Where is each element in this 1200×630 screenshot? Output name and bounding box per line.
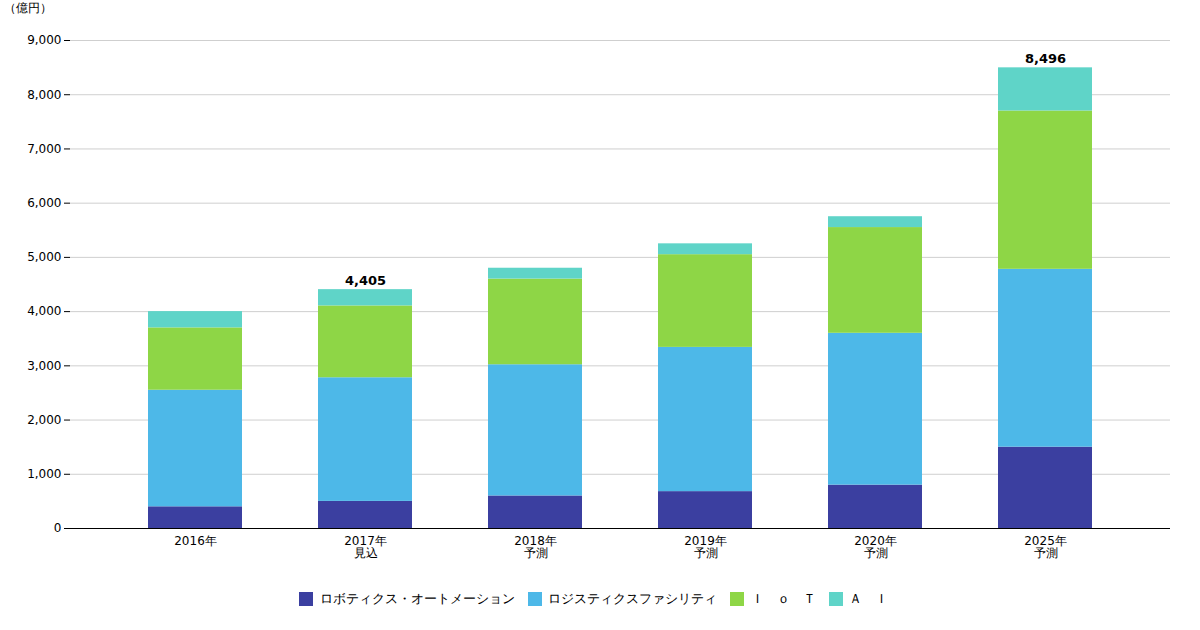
svg-text:4,000: 4,000 bbox=[27, 304, 61, 318]
svg-text:1,000: 1,000 bbox=[27, 467, 61, 481]
svg-text:5,000: 5,000 bbox=[27, 250, 61, 264]
svg-text:9,000: 9,000 bbox=[27, 33, 61, 47]
svg-text:3,000: 3,000 bbox=[27, 359, 61, 373]
svg-text:2019年予測: 2019年予測 bbox=[684, 534, 727, 560]
svg-text:2018年予測: 2018年予測 bbox=[514, 534, 557, 560]
svg-text:4,405: 4,405 bbox=[345, 273, 386, 288]
svg-text:2017年見込: 2017年見込 bbox=[344, 534, 387, 560]
svg-text:7,000: 7,000 bbox=[27, 142, 61, 156]
svg-text:2,000: 2,000 bbox=[27, 413, 61, 427]
svg-text:6,000: 6,000 bbox=[27, 196, 61, 210]
svg-text:0: 0 bbox=[54, 521, 62, 535]
svg-text:（億円）: （億円） bbox=[4, 1, 52, 15]
html-text:ロボティクス・オートメーション: ロボティクス・オートメーション bbox=[319, 590, 515, 606]
html-text:Ａ Ｉ: Ａ Ｉ bbox=[849, 590, 888, 606]
html-text:Ｉ ｏ Ｔ: Ｉ ｏ Ｔ bbox=[750, 590, 816, 606]
svg-text:8,496: 8,496 bbox=[1025, 51, 1066, 66]
svg-text:2016年: 2016年 bbox=[174, 534, 217, 548]
svg-text:2025年予測: 2025年予測 bbox=[1024, 534, 1067, 560]
svg-text:2020年予測: 2020年予測 bbox=[854, 534, 897, 560]
html-text:ロジスティクスファシリティ: ロジスティクスファシリティ bbox=[548, 590, 717, 606]
svg-text:8,000: 8,000 bbox=[27, 88, 61, 102]
